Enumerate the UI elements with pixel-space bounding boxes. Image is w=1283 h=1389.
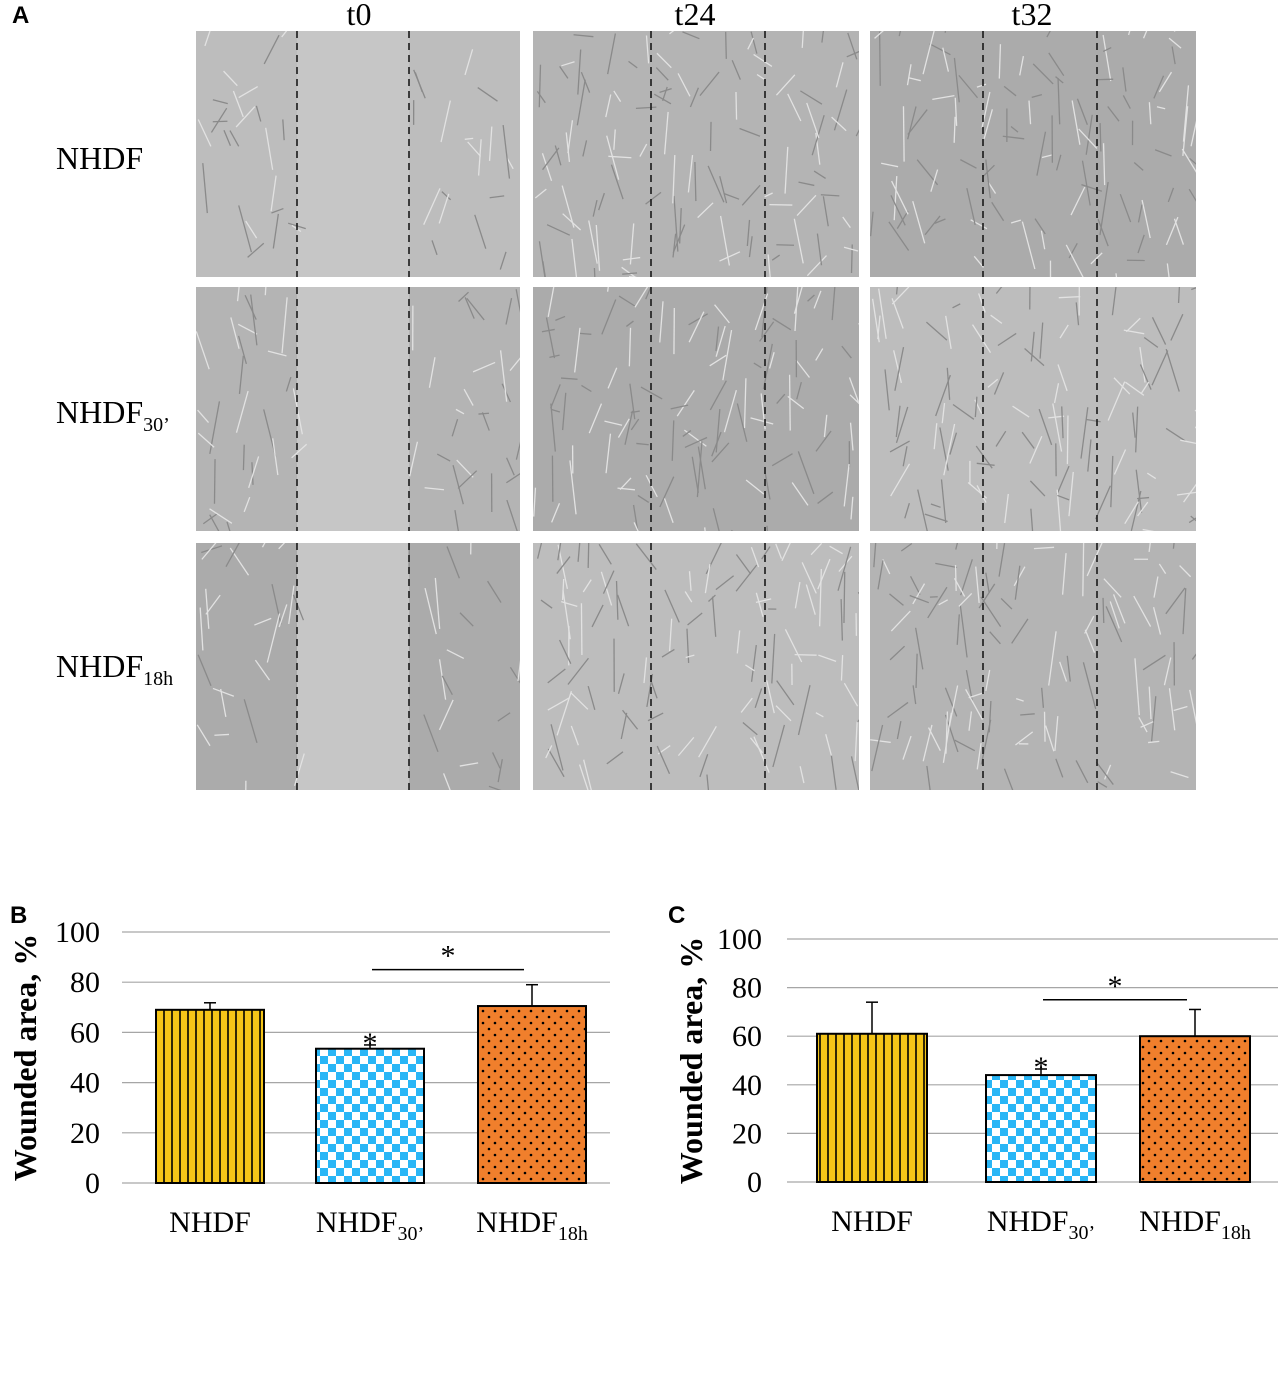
panel-a-letter: A	[12, 2, 30, 29]
row-label-nhdf: NHDF	[56, 140, 143, 183]
category-main: NHDF	[169, 1206, 251, 1239]
y-tick-label: 80	[732, 972, 762, 1005]
y-tick-label: 60	[732, 1020, 762, 1053]
micrograph-t32-row-3	[870, 543, 1196, 790]
category-label: NHDF	[169, 1206, 251, 1239]
panel-letter-c: C	[668, 902, 685, 929]
row-label-sub: 18h	[143, 668, 174, 690]
category-main: NHDF	[1139, 1205, 1221, 1238]
micrograph-t24-row-2	[533, 287, 859, 531]
category-sub: 18h	[1221, 1222, 1251, 1244]
row-label-nhdf-30: NHDF30’	[56, 394, 170, 437]
significance-star: *	[1034, 1051, 1049, 1084]
bar	[1139, 1035, 1251, 1183]
row-label-main: NHDF	[56, 140, 144, 176]
y-tick-label: 0	[85, 1167, 100, 1200]
micrograph-t32-row-1	[870, 31, 1196, 277]
category-main: NHDF	[316, 1206, 398, 1239]
micrograph-t32-row-2	[870, 287, 1196, 531]
row-label-nhdf-18h: NHDF18h	[56, 648, 173, 691]
y-tick-label: 100	[717, 923, 762, 956]
micrograph-t0-row-1	[196, 31, 520, 277]
y-tick-label: 80	[70, 966, 100, 999]
category-main: NHDF	[831, 1205, 913, 1238]
column-label-t0: t0	[346, 0, 372, 32]
y-tick-label: 20	[70, 1117, 100, 1150]
significance-star: *	[1108, 970, 1123, 1003]
category-label: NHDF18h	[476, 1206, 588, 1245]
column-label-t24: t24	[674, 0, 716, 32]
bar	[155, 1008, 265, 1184]
category-label: NHDF	[831, 1205, 913, 1238]
category-sub: 30’	[398, 1223, 425, 1245]
category-sub: 18h	[558, 1223, 588, 1245]
micrograph-t24-row-3	[533, 543, 859, 790]
row-label-main: NHDF	[56, 394, 144, 430]
micrograph-t0-row-3	[196, 543, 520, 790]
category-label: NHDF30’	[316, 1206, 424, 1245]
significance-star: *	[363, 1027, 378, 1060]
row-label-main: NHDF	[56, 648, 144, 684]
micrograph-t0-row-2	[196, 287, 520, 531]
panel-letter-b: B	[10, 902, 27, 929]
bar	[816, 1032, 928, 1184]
y-tick-label: 60	[70, 1016, 100, 1049]
significance-star: *	[441, 940, 456, 973]
y-tick-label: 40	[70, 1067, 100, 1100]
y-tick-label: 40	[732, 1069, 762, 1102]
y-axis-label: Wounded area, %	[7, 934, 43, 1181]
y-tick-label: 100	[55, 916, 100, 949]
bar	[315, 1047, 425, 1184]
bar	[985, 1074, 1097, 1183]
y-tick-label: 20	[732, 1117, 762, 1150]
category-main: NHDF	[476, 1206, 558, 1239]
column-label-t32: t32	[1011, 0, 1053, 32]
y-tick-label: 0	[747, 1166, 762, 1199]
micrograph-t24-row-1	[533, 31, 859, 277]
row-label-sub: 30’	[143, 414, 170, 436]
bar	[477, 1005, 587, 1184]
y-axis-label: Wounded area, %	[673, 937, 709, 1184]
category-label: NHDF30’	[987, 1205, 1095, 1244]
category-sub: 30’	[1069, 1222, 1096, 1244]
category-label: NHDF18h	[1139, 1205, 1251, 1244]
category-main: NHDF	[987, 1205, 1069, 1238]
